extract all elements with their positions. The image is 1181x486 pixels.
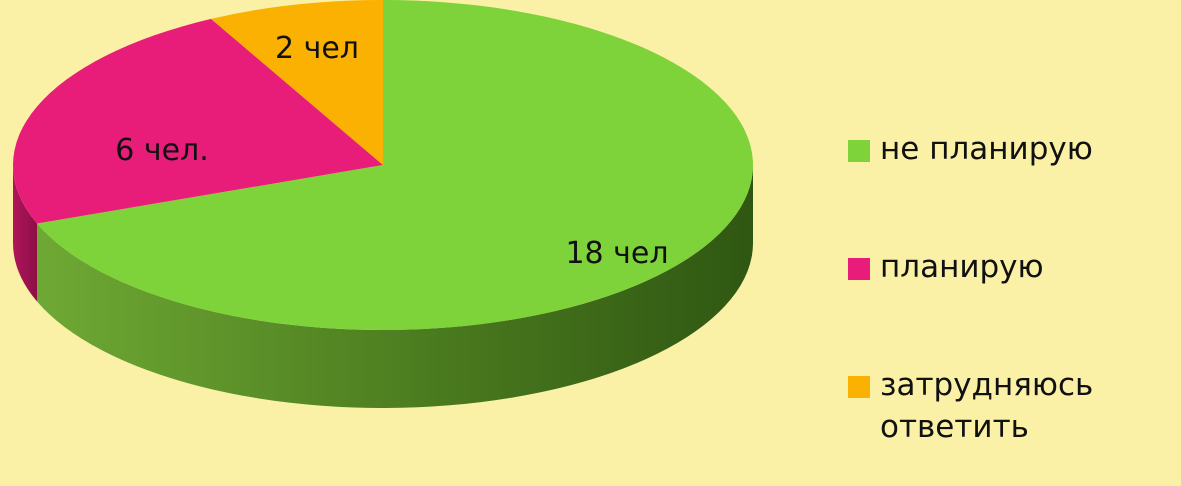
pie-slice [12,18,384,224]
slice-data-label: 6 чел. [115,133,209,168]
legend-label: затрудняюсь ответить [880,367,1094,445]
legend-label: планирую [880,249,1044,285]
legend-swatch [848,376,870,398]
legend-item: не планирую [848,128,1181,170]
pie-chart: 18 чел 6 чел. 2 чел [12,0,754,408]
legend-item: затрудняюсь ответить [848,364,1181,448]
legend: не планирую планирую затрудняюсь ответит… [848,128,1181,448]
slice-data-label: 18 чел [565,236,668,271]
slice-data-label: 2 чел [275,31,359,66]
pie-slice [37,0,753,330]
pie-slice-side [13,165,38,302]
legend-swatch [848,140,870,162]
legend-label: не планирую [880,131,1093,167]
legend-item: планирую [848,246,1181,288]
pie-slice-side [37,165,754,408]
pie-slice [211,0,383,165]
legend-swatch [848,258,870,280]
